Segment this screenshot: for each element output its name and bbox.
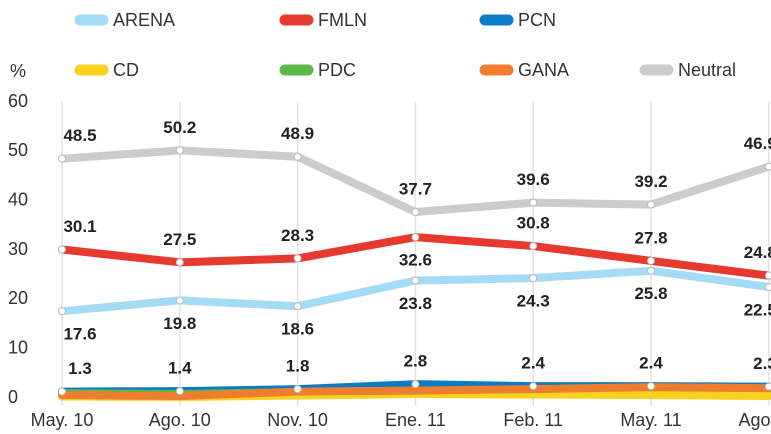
data-label: 19.8 bbox=[163, 314, 196, 333]
data-point bbox=[411, 380, 420, 389]
data-point bbox=[647, 200, 655, 209]
data-label: 28.3 bbox=[281, 226, 314, 245]
data-point bbox=[293, 385, 302, 394]
data-label: 30.8 bbox=[517, 214, 550, 233]
data-point bbox=[411, 233, 420, 242]
x-tick-label: Ago. 11 bbox=[738, 410, 771, 430]
data-label: 18.6 bbox=[281, 320, 314, 339]
x-tick-label: May. 11 bbox=[620, 410, 681, 430]
data-point bbox=[529, 242, 538, 251]
legend-label: GANA bbox=[518, 60, 569, 80]
data-label: 17.6 bbox=[63, 325, 96, 344]
y-tick-label: 50 bbox=[8, 140, 28, 160]
data-point bbox=[647, 382, 655, 391]
data-point bbox=[175, 146, 184, 155]
data-label: 27.5 bbox=[163, 230, 196, 249]
data-point bbox=[58, 387, 66, 396]
data-point bbox=[293, 152, 302, 161]
data-label: 25.8 bbox=[634, 284, 667, 303]
data-point bbox=[411, 208, 420, 217]
data-point bbox=[647, 256, 655, 265]
data-label: 39.2 bbox=[634, 172, 667, 191]
x-tick-label: Feb. 11 bbox=[503, 410, 563, 430]
legend-label: Neutral bbox=[678, 60, 736, 80]
legend-label: CD bbox=[113, 60, 139, 80]
data-label: 48.9 bbox=[281, 124, 314, 143]
data-point bbox=[175, 387, 184, 396]
legend-label: ARENA bbox=[113, 10, 175, 30]
data-point bbox=[764, 382, 771, 391]
data-label: 2.4 bbox=[521, 354, 545, 373]
x-tick-label: Ene. 11 bbox=[385, 410, 446, 430]
data-label: 37.7 bbox=[399, 179, 432, 198]
data-label: 39.6 bbox=[517, 170, 550, 189]
data-label: 1.4 bbox=[168, 359, 192, 378]
data-point bbox=[58, 245, 66, 254]
data-point bbox=[529, 274, 538, 283]
y-tick-label: 60 bbox=[8, 91, 28, 111]
data-label: 2.8 bbox=[404, 352, 428, 371]
y-tick-label: 0 bbox=[8, 387, 18, 407]
data-label: 30.1 bbox=[63, 217, 96, 236]
data-point bbox=[58, 307, 66, 316]
data-point bbox=[529, 382, 538, 391]
data-point bbox=[175, 296, 184, 305]
data-label: 50.2 bbox=[163, 118, 196, 137]
y-axis-label: % bbox=[10, 61, 26, 81]
data-label: 24.3 bbox=[517, 292, 550, 311]
legend-label: FMLN bbox=[318, 10, 367, 30]
data-point bbox=[529, 198, 538, 207]
data-point bbox=[764, 271, 771, 280]
data-point bbox=[293, 254, 302, 263]
y-tick-label: 20 bbox=[8, 288, 28, 308]
data-point bbox=[411, 276, 420, 285]
data-point bbox=[293, 302, 302, 311]
y-tick-label: 40 bbox=[8, 189, 28, 209]
data-label: 1.8 bbox=[286, 357, 310, 376]
data-label: 22.5 bbox=[744, 300, 771, 319]
x-tick-label: Ago. 10 bbox=[149, 410, 211, 430]
data-label: 32.6 bbox=[399, 251, 432, 270]
data-point bbox=[58, 154, 66, 163]
data-point bbox=[764, 162, 771, 171]
data-label: 46.9 bbox=[744, 134, 771, 153]
data-label: 1.3 bbox=[68, 359, 92, 378]
y-tick-label: 10 bbox=[8, 337, 28, 357]
data-label: 24.8 bbox=[744, 243, 771, 262]
data-label: 27.8 bbox=[634, 228, 667, 247]
data-label: 2.3 bbox=[753, 354, 771, 373]
data-point bbox=[764, 283, 771, 291]
x-tick-label: May. 10 bbox=[31, 410, 94, 430]
data-point bbox=[175, 258, 184, 267]
y-tick-label: 30 bbox=[8, 239, 28, 259]
legend-label: PCN bbox=[518, 10, 556, 30]
data-point bbox=[647, 266, 655, 275]
data-label: 2.4 bbox=[639, 354, 663, 373]
legend-label: PDC bbox=[318, 60, 356, 80]
x-tick-label: Nov. 10 bbox=[267, 410, 328, 430]
data-label: 48.5 bbox=[63, 126, 96, 145]
data-label: 23.8 bbox=[399, 294, 432, 313]
